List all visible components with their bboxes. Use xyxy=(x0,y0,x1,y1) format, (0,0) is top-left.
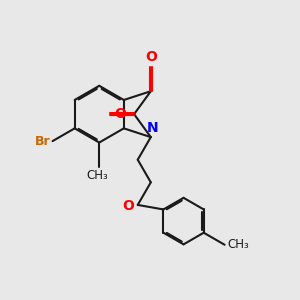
Text: CH₃: CH₃ xyxy=(87,169,109,182)
Text: O: O xyxy=(115,107,126,121)
Text: N: N xyxy=(146,121,158,135)
Text: CH₃: CH₃ xyxy=(227,238,249,251)
Text: O: O xyxy=(145,50,157,64)
Text: Br: Br xyxy=(34,135,50,148)
Text: O: O xyxy=(122,199,134,212)
